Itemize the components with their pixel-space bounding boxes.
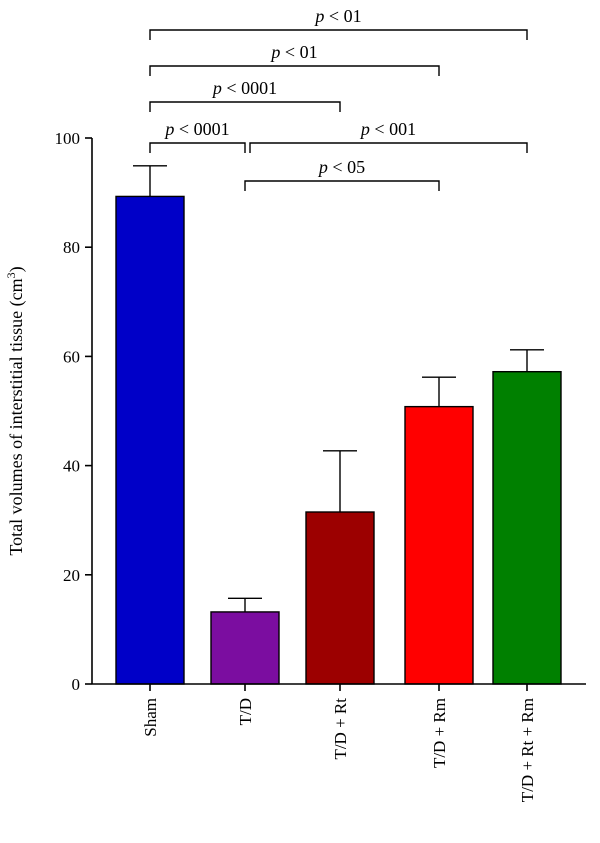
y-tick-label: 40 — [63, 457, 80, 476]
bar-t-d — [210, 611, 280, 685]
bars-layer — [115, 195, 562, 685]
y-tick-label: 20 — [63, 566, 80, 585]
bar-t-d-rm — [404, 405, 474, 685]
error-bar-t-d-rt — [323, 450, 357, 513]
x-tick-label-sham: Sham — [141, 698, 160, 737]
x-tick-label-t-d: T/D — [236, 698, 255, 725]
bar-t-d-rt — [305, 511, 375, 685]
significance-brackets: p < 01 p < 01 p < 0001 p < 0001 p < 001 p < 0… — [149, 6, 528, 191]
error-bar-t-d-rm — [422, 376, 456, 407]
p-value-label: p < 05 — [317, 157, 365, 177]
y-tick-label: 80 — [63, 238, 80, 257]
p-value-label: p < 01 — [269, 42, 317, 62]
y-ticks: 0 20 40 60 80 100 — [55, 129, 92, 694]
p-value-label: p < 001 — [359, 119, 416, 139]
x-tick-label-t-d-rt-rm: T/D + Rt + Rm — [518, 698, 537, 802]
error-bar-sham — [133, 165, 167, 197]
p-value-label: p < 0001 — [163, 119, 229, 139]
y-axis-label: Total volumes of interstitial tissue (cm… — [4, 266, 27, 555]
error-bar-t-d — [228, 597, 262, 612]
significance-bracket: p < 0001 — [149, 78, 341, 112]
p-value-label: p < 0001 — [211, 78, 277, 98]
y-tick-label: 100 — [55, 129, 81, 148]
axes — [91, 138, 586, 685]
x-tick-label-t-d-rt: T/D + Rt — [331, 698, 350, 760]
significance-bracket: p < 0001 — [149, 119, 246, 153]
significance-bracket: p < 01 — [149, 42, 440, 76]
bar-t-d-rt-rm — [492, 370, 562, 685]
significance-bracket: p < 01 — [149, 6, 528, 40]
y-tick-label: 0 — [72, 675, 81, 694]
significance-bracket: p < 001 — [249, 119, 528, 153]
y-tick-label: 60 — [63, 347, 80, 366]
x-category-labels: Sham T/D T/D + Rt T/D + Rm T/D + Rt + Rm — [141, 684, 537, 802]
significance-bracket: p < 05 — [244, 157, 440, 191]
error-bar-t-d-rt-rm — [510, 349, 544, 372]
error-bars-layer — [133, 165, 544, 612]
x-tick-label-t-d-rm: T/D + Rm — [430, 698, 449, 768]
bar-sham — [115, 195, 185, 685]
p-value-label: p < 01 — [313, 6, 361, 26]
